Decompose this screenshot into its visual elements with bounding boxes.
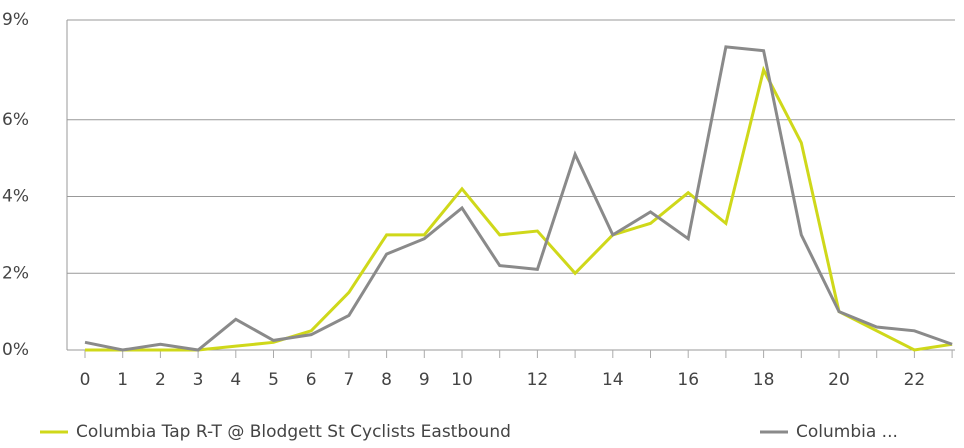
x-tick-label: 5 xyxy=(268,370,279,390)
series-line xyxy=(85,65,953,352)
legend-label: Columbia Tap R-T @ Blodgett St Cyclists … xyxy=(76,422,511,442)
x-tick-label: 18 xyxy=(753,370,775,390)
x-tick-label: 2 xyxy=(155,370,166,390)
x-tick-label: 14 xyxy=(602,370,624,390)
series-line xyxy=(84,45,953,352)
x-tick-label: 12 xyxy=(527,370,549,390)
legend-label: Columbia ... xyxy=(796,422,898,442)
x-tick-label: 0 xyxy=(80,370,91,390)
x-tick-label: 1 xyxy=(117,370,128,390)
x-tick-label: 16 xyxy=(677,370,699,390)
x-tick-label: 8 xyxy=(381,370,392,390)
x-tick-label: 20 xyxy=(828,370,850,390)
y-tick-label: 4% xyxy=(2,187,29,207)
y-tick-label: 9% xyxy=(2,10,29,30)
x-tick-label: 6 xyxy=(306,370,317,390)
x-tick-label: 22 xyxy=(904,370,926,390)
x-tick-label: 9 xyxy=(419,370,430,390)
y-tick-label: 2% xyxy=(2,263,29,283)
x-tick-label: 4 xyxy=(230,370,241,390)
x-tick-label: 10 xyxy=(451,370,473,390)
y-tick-label: 0% xyxy=(2,340,29,360)
x-tick-label: 7 xyxy=(343,370,354,390)
y-tick-label: 6% xyxy=(2,110,29,130)
x-tick-label: 3 xyxy=(193,370,204,390)
